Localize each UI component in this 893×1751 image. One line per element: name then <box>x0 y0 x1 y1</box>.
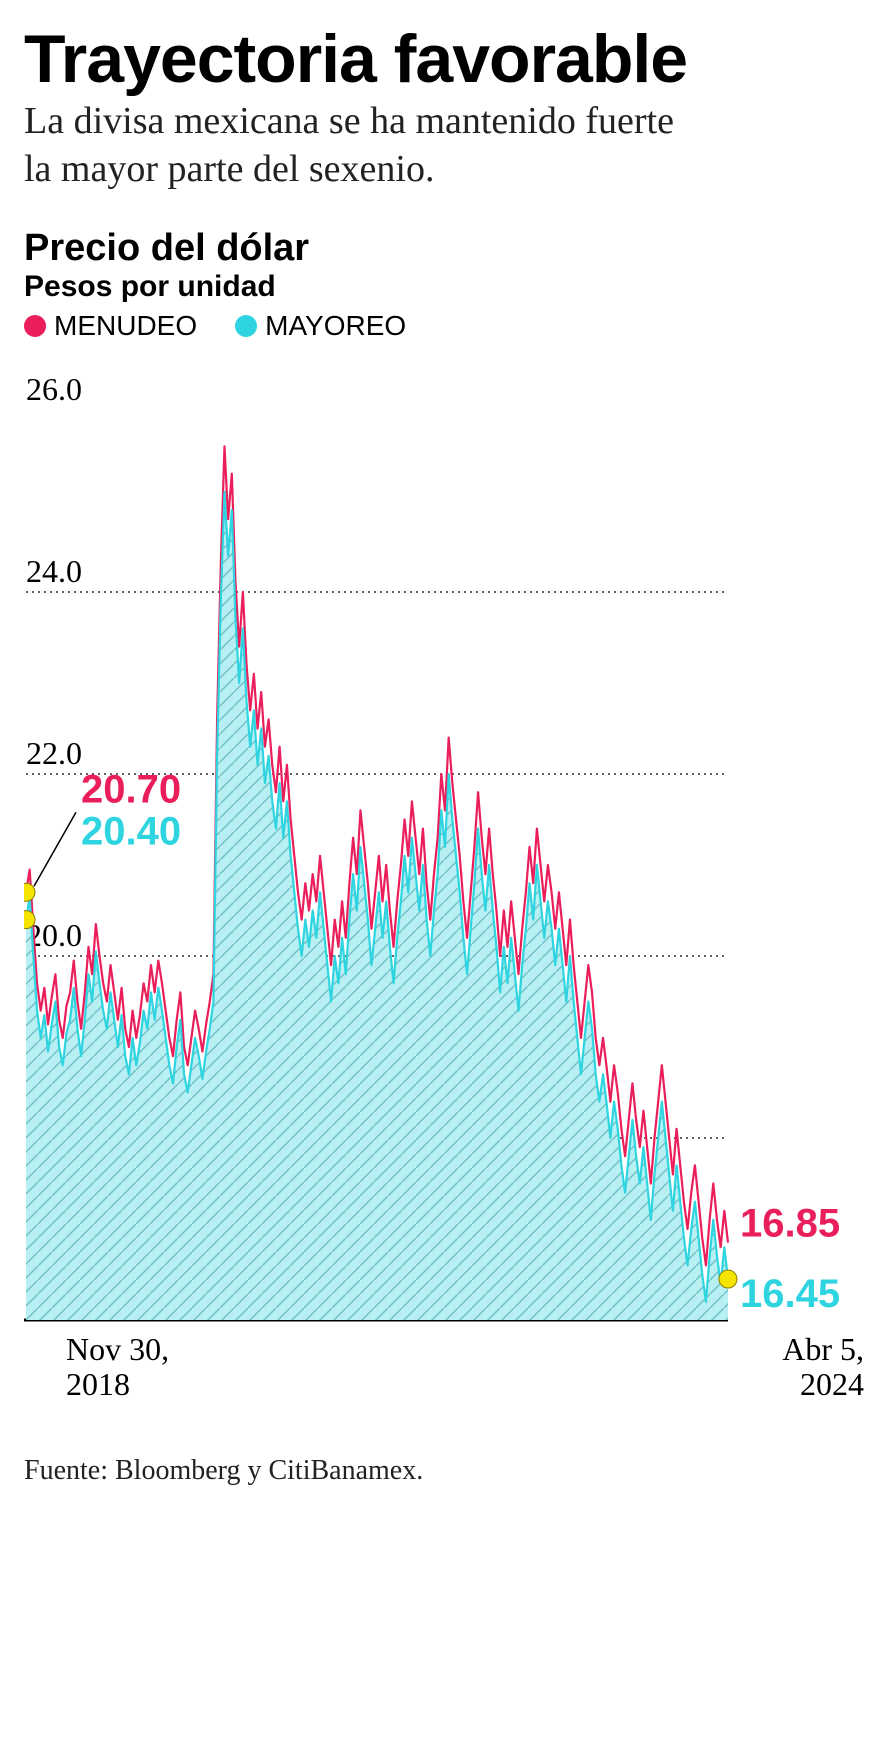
subtitle-line1: La divisa mexicana se ha mantenido fuert… <box>24 100 674 142</box>
legend-dot-mayoreo <box>235 315 257 337</box>
callout-end-mayoreo: 16.45 <box>740 1272 840 1316</box>
chart-section-title: Precio del dólar <box>24 227 869 270</box>
legend-label-menudeo: MENUDEO <box>54 310 197 342</box>
chart-source: Fuente: Bloomberg y CitiBanamex. <box>24 1455 869 1487</box>
legend-label-mayoreo: MAYOREO <box>265 310 406 342</box>
x-label-start: Nov 30, <box>66 1331 169 1367</box>
line-chart: 16.018.020.022.024.026.020.7020.4016.851… <box>24 370 868 1410</box>
callout-end-menudeo: 16.85 <box>740 1202 840 1246</box>
legend-dot-menudeo <box>24 315 46 337</box>
chart-title: Trayectoria favorable <box>24 20 869 98</box>
chart-subtitle: La divisa mexicana se ha mantenido fuert… <box>24 98 869 193</box>
legend-item-mayoreo: MAYOREO <box>235 310 406 342</box>
y-tick-label: 26.0 <box>26 371 82 407</box>
y-tick-label: 24.0 <box>26 553 82 589</box>
y-tick-label: 22.0 <box>26 735 82 771</box>
chart-legend: MENUDEO MAYOREO <box>24 310 869 342</box>
subtitle-line2: la mayor parte del sexenio. <box>24 148 434 190</box>
x-label-end: Abr 5, <box>782 1331 864 1367</box>
x-label-start2: 2018 <box>66 1366 130 1402</box>
chart-section-sub: Pesos por unidad <box>24 270 869 304</box>
callout-start-menudeo: 20.70 <box>81 767 181 811</box>
callout-start-mayoreo: 20.40 <box>81 809 181 853</box>
x-label-end2: 2024 <box>800 1366 864 1402</box>
legend-item-menudeo: MENUDEO <box>24 310 197 342</box>
